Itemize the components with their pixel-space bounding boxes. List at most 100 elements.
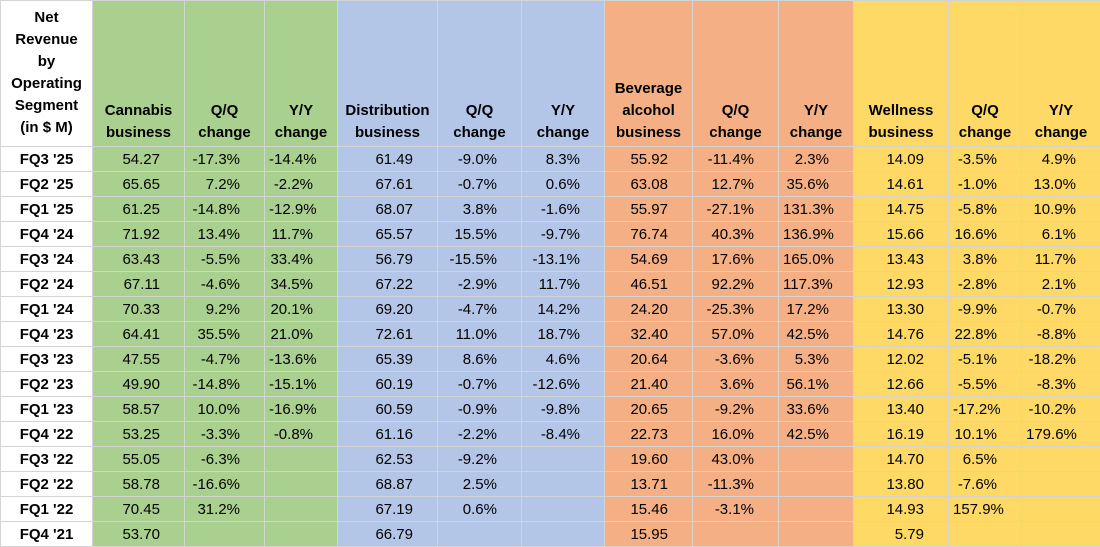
table-cell: 13.0% — [1021, 171, 1100, 197]
table-cell: 16.0% — [692, 421, 779, 447]
table-cell: 6.1% — [1021, 221, 1100, 247]
header-row: Net Revenue by Operating Segment (in $ M… — [0, 0, 1100, 147]
column-header-label: Wellness business — [868, 102, 934, 141]
column-header-bev-7: Q/Q change — [692, 0, 779, 147]
table-cell: 42.5% — [778, 321, 854, 347]
table-cell: -9.8% — [521, 396, 605, 422]
table-row: FQ2 '23 49.90 -14.8% -15.1% 60.19 -0.7% -12.6%… — [0, 371, 1100, 397]
table-cell: 12.93 — [853, 271, 949, 297]
table-cell: 20.65 — [604, 396, 693, 422]
table-cell: -12.6% — [521, 371, 605, 397]
table-cell: -6.3% — [184, 446, 265, 472]
column-header-bev-6: Beverage alcohol business — [604, 0, 693, 147]
row-label: FQ4 '24 — [0, 221, 93, 247]
table-row: FQ2 '25 65.65 7.2% -2.2% 67.61 -0.7% 0.6% 63.08… — [0, 171, 1100, 197]
table-cell: -8.3% — [1021, 371, 1100, 397]
table-cell: 55.05 — [92, 446, 185, 472]
table-row: FQ4 '23 64.41 35.5% 21.0% 72.61 11.0% 18.7% 32.… — [0, 321, 1100, 347]
table-cell: 10.9% — [1021, 196, 1100, 222]
column-header-label: Y/Y change — [1034, 102, 1088, 141]
table-cell: -2.2% — [437, 421, 522, 447]
table-cell: 35.6% — [778, 171, 854, 197]
table-cell — [521, 496, 605, 522]
column-header-label: Cannabis business — [104, 102, 173, 141]
table-cell: -5.5% — [948, 371, 1022, 397]
table-cell — [264, 471, 338, 497]
table-cell: 72.61 — [337, 321, 438, 347]
column-header-label: Distribution business — [345, 102, 430, 141]
table-cell: 54.69 — [604, 246, 693, 272]
table-cell: 42.5% — [778, 421, 854, 447]
table-cell: -1.0% — [948, 171, 1022, 197]
table-cell: 2.1% — [1021, 271, 1100, 297]
table-cell: 20.1% — [264, 296, 338, 322]
row-label: FQ2 '22 — [0, 471, 93, 497]
table-cell: -5.8% — [948, 196, 1022, 222]
table-cell — [778, 496, 854, 522]
table-cell: 131.3% — [778, 196, 854, 222]
table-cell: 5.79 — [853, 521, 949, 547]
table-cell: 2.5% — [437, 471, 522, 497]
column-header-label: Q/Q change — [453, 102, 506, 141]
table-cell: -5.5% — [184, 246, 265, 272]
table-cell: 117.3% — [778, 271, 854, 297]
table-cell: -18.2% — [1021, 346, 1100, 372]
table-cell: -2.8% — [948, 271, 1022, 297]
table-cell: 17.6% — [692, 246, 779, 272]
table-cell: 21.40 — [604, 371, 693, 397]
table-cell: -14.8% — [184, 371, 265, 397]
table-cell: 22.8% — [948, 321, 1022, 347]
table-cell: 76.74 — [604, 221, 693, 247]
table-cell: -8.4% — [521, 421, 605, 447]
table-cell: -2.2% — [264, 171, 338, 197]
table-cell: 165.0% — [778, 246, 854, 272]
table-cell: 14.93 — [853, 496, 949, 522]
table-cell: -27.1% — [692, 196, 779, 222]
row-label: FQ2 '25 — [0, 171, 93, 197]
table-cell: 10.0% — [184, 396, 265, 422]
table-cell: 60.19 — [337, 371, 438, 397]
table-cell: 56.79 — [337, 246, 438, 272]
table-cell: -3.1% — [692, 496, 779, 522]
table-row: FQ3 '22 55.05 -6.3% 62.53 -9.2% 19.60 43.0% 14.… — [0, 446, 1100, 472]
table-cell: -11.4% — [692, 146, 779, 172]
table-cell: -9.7% — [521, 221, 605, 247]
table-cell: -14.4% — [264, 146, 338, 172]
table-cell: 24.20 — [604, 296, 693, 322]
table-cell: 53.70 — [92, 521, 185, 547]
row-label: FQ3 '25 — [0, 146, 93, 172]
table-row: FQ2 '24 67.11 -4.6% 34.5% 67.22 -2.9% 11.7% 46.… — [0, 271, 1100, 297]
table-cell: 32.40 — [604, 321, 693, 347]
column-header-label: Y/Y change — [789, 102, 843, 141]
table-cell: 11.0% — [437, 321, 522, 347]
table-cell: 13.43 — [853, 246, 949, 272]
table-cell: 5.3% — [778, 346, 854, 372]
row-label: FQ3 '22 — [0, 446, 93, 472]
table-cell: -8.8% — [1021, 321, 1100, 347]
table-cell — [521, 521, 605, 547]
table-cell: 7.2% — [184, 171, 265, 197]
table-cell: -4.7% — [184, 346, 265, 372]
table-cell: -5.1% — [948, 346, 1022, 372]
table-cell: 56.1% — [778, 371, 854, 397]
table-cell: -25.3% — [692, 296, 779, 322]
table-cell: -11.3% — [692, 471, 779, 497]
table-cell — [1021, 471, 1100, 497]
table-cell: 20.64 — [604, 346, 693, 372]
table-cell — [1021, 446, 1100, 472]
table-cell: 157.9% — [948, 496, 1022, 522]
table-cell: 58.57 — [92, 396, 185, 422]
table-cell: 3.6% — [692, 371, 779, 397]
table-cell: 16.6% — [948, 221, 1022, 247]
table-cell — [184, 521, 265, 547]
table-cell: -12.9% — [264, 196, 338, 222]
table-cell: 14.2% — [521, 296, 605, 322]
table-cell — [264, 446, 338, 472]
column-header-dist-4: Q/Q change — [437, 0, 522, 147]
table-cell: -1.6% — [521, 196, 605, 222]
table-cell: 13.30 — [853, 296, 949, 322]
table-cell: -7.6% — [948, 471, 1022, 497]
table-cell: 46.51 — [604, 271, 693, 297]
table-body: FQ3 '25 54.27 -17.3% -14.4% 61.49 -9.0% 8.3% 55… — [0, 146, 1100, 547]
table-cell — [778, 521, 854, 547]
